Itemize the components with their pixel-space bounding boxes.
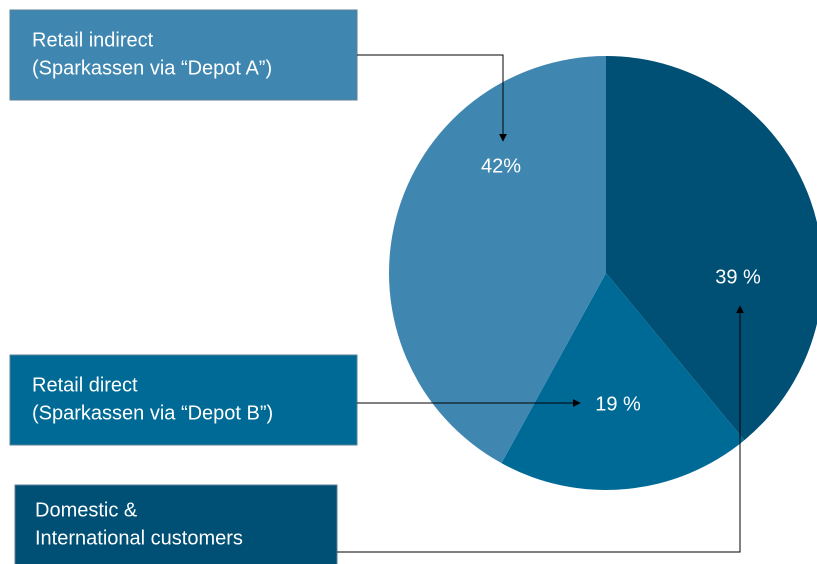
- legend-label: Domestic &: [35, 499, 138, 521]
- slice-label: 19 %: [595, 393, 641, 415]
- connector: [357, 54, 507, 142]
- legend-label: (Sparkassen via “Depot A”): [32, 57, 272, 79]
- legend-label: International customers: [35, 527, 243, 549]
- legend-label: Retail indirect: [32, 29, 154, 51]
- pie-slice: [606, 56, 817, 441]
- legend-box: [9, 9, 358, 101]
- slice-label: 42%: [481, 155, 521, 177]
- pie-slice: [389, 56, 606, 464]
- connector: [337, 305, 744, 553]
- slice-label: 39 %: [715, 266, 761, 288]
- pie-slice: [501, 273, 745, 490]
- legend-box: [9, 354, 358, 446]
- legend-label: Retail direct: [32, 374, 138, 396]
- legend-box: [14, 484, 338, 564]
- legend-label: (Sparkassen via “Depot B”): [32, 402, 273, 424]
